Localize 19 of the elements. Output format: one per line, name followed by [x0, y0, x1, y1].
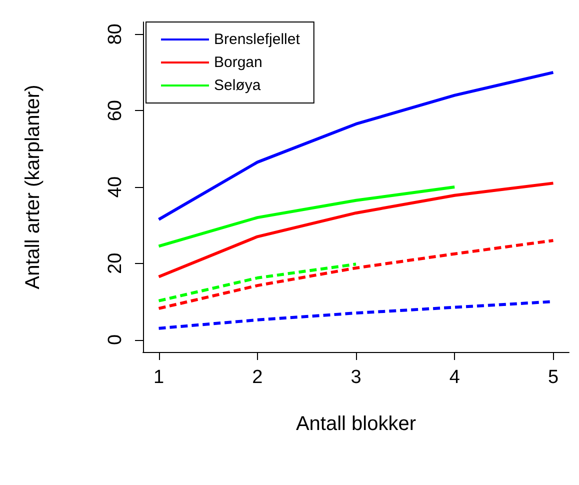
x-tick-label: 3	[350, 367, 362, 388]
x-axis-title: Antall blokker	[296, 413, 416, 435]
y-tick-label: 80	[105, 24, 126, 45]
line-series	[157, 182, 555, 278]
line-series	[157, 70, 555, 221]
x-tick-label: 5	[548, 367, 559, 388]
y-tick-label: 0	[105, 334, 126, 346]
legend-label: Seløya	[214, 77, 262, 94]
x-tick-label: 4	[449, 367, 460, 388]
line-series	[157, 238, 555, 310]
y-tick-label: 20	[105, 252, 126, 274]
x-tick-label: 2	[252, 367, 263, 388]
line-series	[157, 186, 456, 248]
y-tick-label: 60	[105, 100, 126, 122]
legend-label: Borgan	[214, 54, 262, 71]
y-tick-label: 40	[105, 176, 126, 198]
legend-label: Brenslefjellet	[214, 31, 301, 48]
y-axis-title: Antall arter (karplanter)	[22, 84, 44, 290]
x-tick-label: 1	[153, 367, 164, 388]
